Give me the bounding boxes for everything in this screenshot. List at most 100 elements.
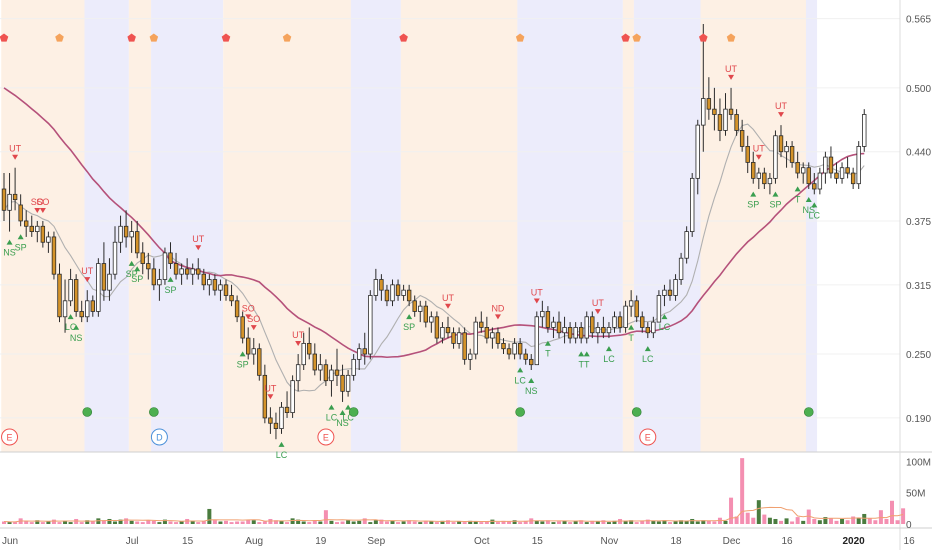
sell-signal-arrow (195, 245, 202, 251)
candle-body (62, 300, 68, 318)
volume-bar (113, 521, 117, 524)
volume-bar (262, 521, 267, 524)
volume-bar (701, 520, 706, 524)
candle-body (745, 146, 750, 163)
candle-body (384, 289, 390, 302)
candle-body (756, 172, 761, 179)
candle-body (651, 321, 656, 334)
candle-body (434, 316, 440, 339)
candle-body (345, 374, 351, 392)
volume-bar (107, 518, 112, 524)
volume-bar (518, 522, 523, 524)
candle-body (207, 279, 212, 286)
volume-bar (462, 522, 467, 524)
buy-signal-label: SP (15, 242, 27, 252)
candle-body (323, 364, 329, 382)
volume-bar (346, 520, 351, 524)
volume-bar (401, 521, 406, 524)
buy-signal-label: T (545, 349, 551, 359)
green-flower-marker (803, 407, 814, 417)
candle-body (284, 406, 290, 414)
candle-body (406, 289, 412, 302)
price-tick-label: 0.190 (906, 414, 931, 425)
buy-signal-label: T (795, 194, 801, 204)
candle-body (85, 300, 90, 318)
candle-body (850, 172, 856, 185)
volume-bar (373, 520, 378, 524)
volume-bar (257, 522, 262, 524)
buy-signal-arrow (167, 276, 174, 282)
volume-bar (823, 517, 828, 524)
volume-bar (90, 521, 95, 524)
volume-bar (817, 520, 822, 524)
candle-body (73, 279, 79, 312)
candle-body (762, 172, 767, 185)
candle-body (290, 380, 295, 414)
candle-body (184, 268, 190, 275)
volume-bar (856, 517, 861, 524)
volume-bar (895, 520, 900, 524)
time-tick-label: 2020 (842, 536, 865, 547)
candle-body (168, 252, 173, 264)
candle-body (151, 268, 157, 286)
candle-body (556, 321, 562, 334)
session-band (400, 0, 518, 452)
volume-bar (790, 521, 795, 524)
time-tick-label: Nov (601, 536, 619, 547)
volume-bar (890, 500, 894, 524)
session-band (805, 0, 818, 452)
candle-body (12, 193, 18, 201)
candle-body (712, 108, 717, 115)
volume-bar (645, 519, 650, 524)
price-tick-label: 0.250 (906, 350, 931, 361)
sell-signal-label: ND (491, 303, 504, 313)
sell-signal-arrow (84, 277, 91, 283)
candle-body (373, 279, 379, 296)
volume-bar (656, 521, 661, 524)
volume-bar (179, 521, 184, 524)
candle-body (273, 422, 279, 429)
ma-long-line (3, 87, 865, 359)
volume-bar (729, 497, 734, 524)
volume-bar (451, 522, 456, 524)
volume-bar (162, 519, 167, 524)
candle-body (418, 305, 423, 312)
candle-body (784, 146, 789, 153)
candle-body (845, 167, 850, 174)
time-tick-label: 15 (532, 536, 544, 547)
time-tick-label: Jul (126, 536, 139, 547)
candle-body (517, 342, 523, 355)
buy-signal-arrow (544, 340, 551, 346)
candle-body (834, 172, 839, 179)
sell-signal-label: UT (753, 144, 765, 154)
event-badge (317, 428, 335, 446)
candle-body (690, 177, 695, 232)
volume-bar (901, 508, 906, 524)
time-tick-label: 18 (670, 536, 682, 547)
sell-signal-label: SO (242, 303, 255, 313)
sell-signal-arrow (295, 341, 302, 347)
volume-bar (118, 519, 123, 524)
buy-signal-label: SP (747, 200, 759, 210)
volume-bar (146, 520, 151, 524)
volume-bar (384, 521, 389, 524)
candle-body (856, 146, 861, 185)
pentagon-marker (632, 33, 641, 42)
time-tick-label: Aug (245, 536, 263, 547)
pentagon-marker (55, 33, 64, 42)
time-tick-label: Jun (2, 536, 18, 547)
volume-bar (634, 522, 639, 524)
volume-bar (767, 517, 772, 524)
volume-bar (379, 519, 384, 524)
volume-bar (390, 520, 395, 524)
candle-body (173, 263, 179, 275)
buy-signal-label: LC (514, 375, 526, 385)
price-tick-label: 0.440 (906, 148, 931, 159)
buy-signal-arrow (794, 186, 801, 192)
buy-signal-arrow (239, 351, 246, 357)
candle-body (506, 348, 512, 355)
sell-signal-label: SO (36, 197, 49, 207)
volume-bar (812, 518, 817, 524)
sell-signal-label: UT (81, 266, 93, 276)
